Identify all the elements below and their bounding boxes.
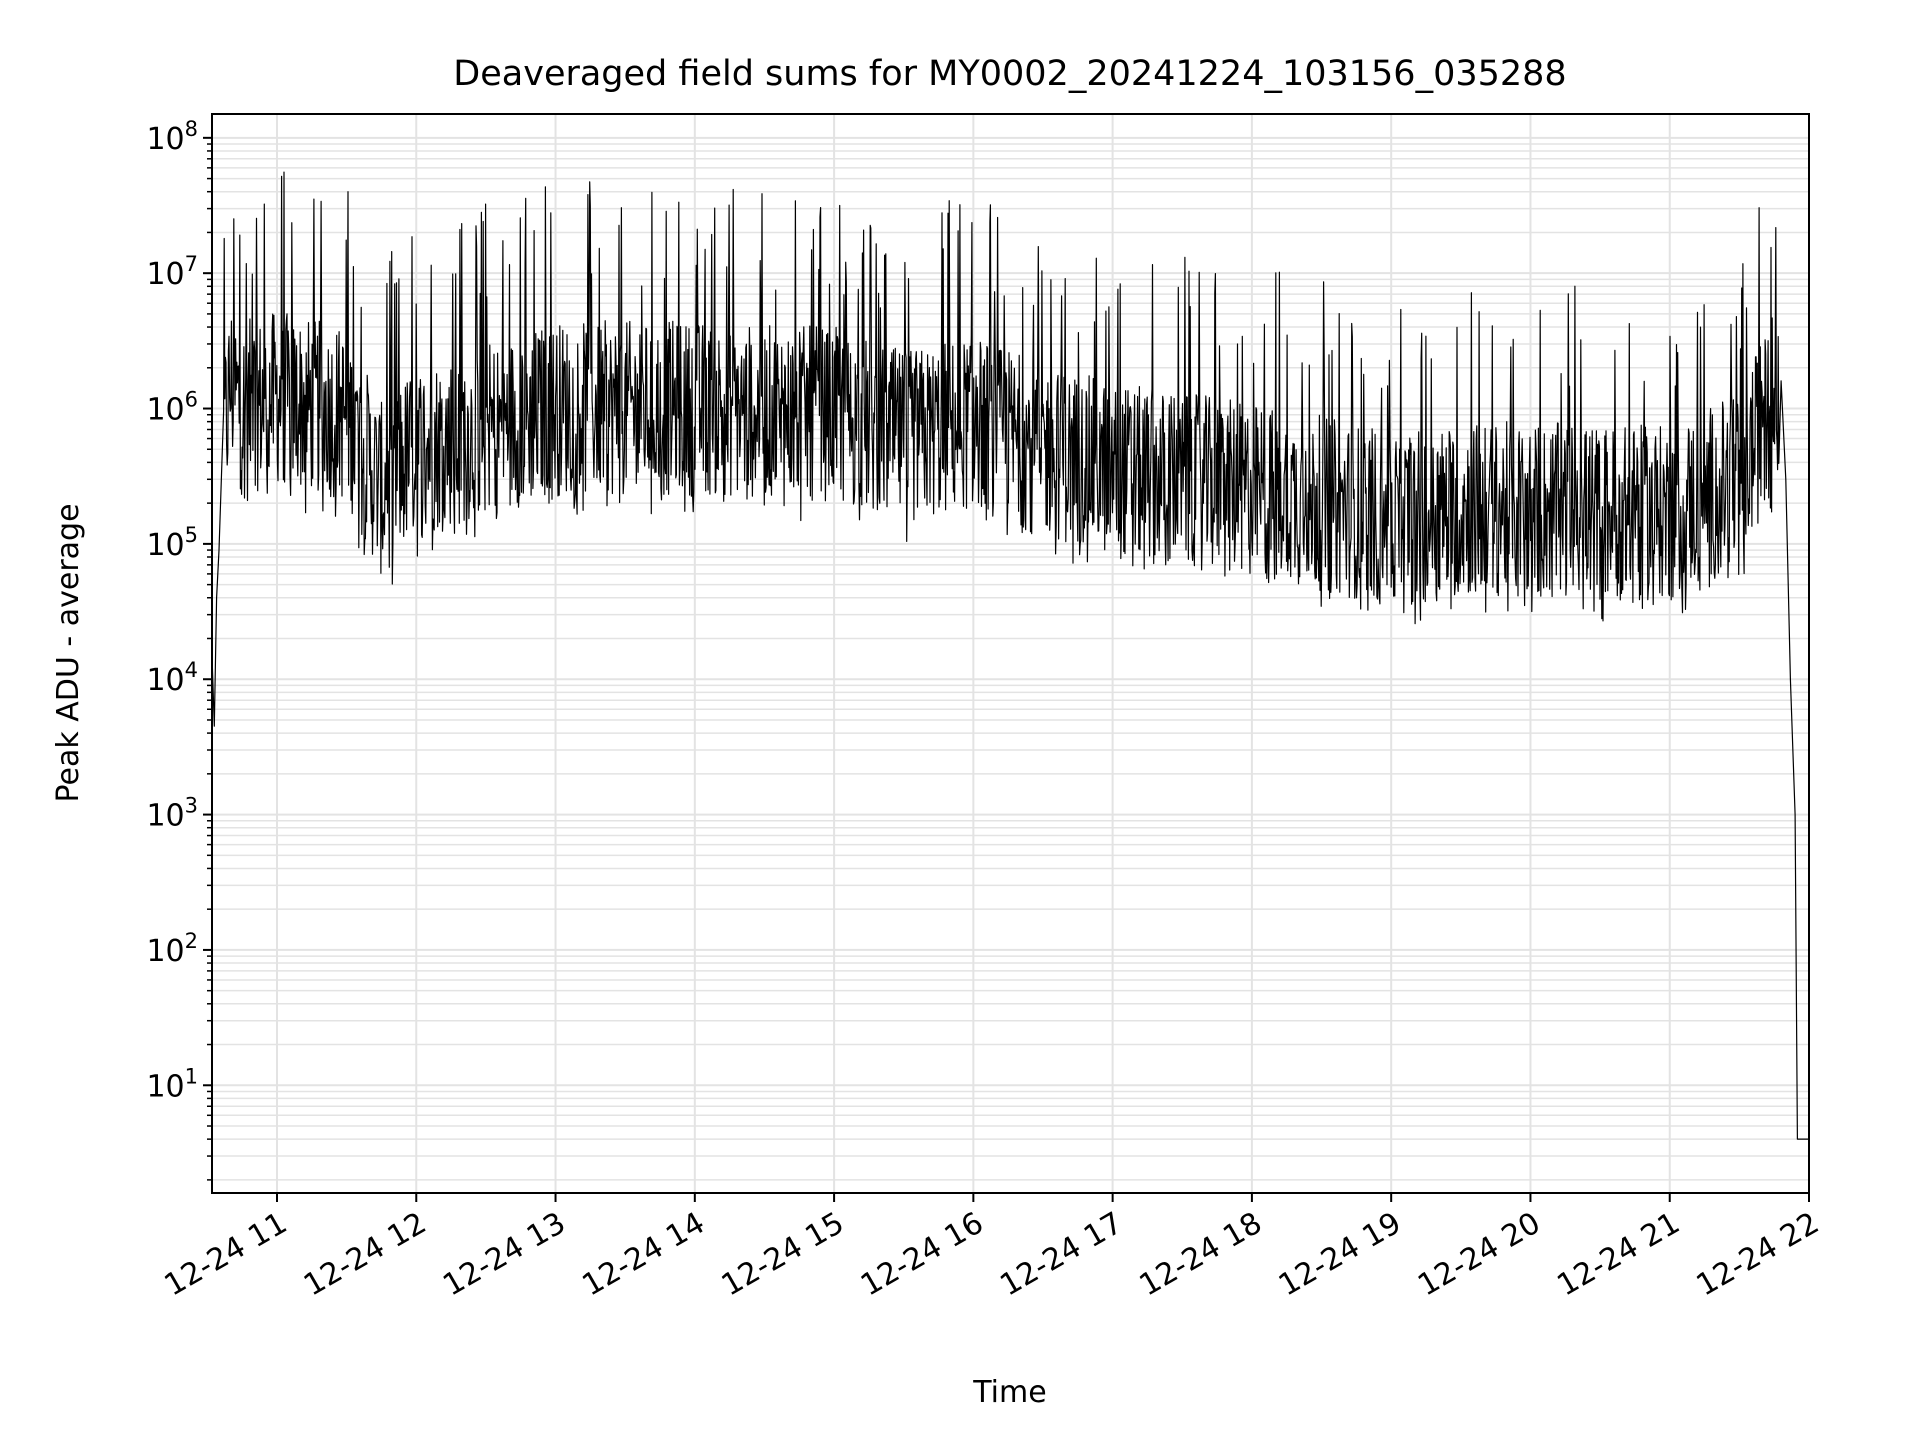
y-tick-label: 104	[146, 658, 198, 698]
y-tick-label: 101	[146, 1064, 198, 1104]
y-tick-label: 107	[146, 252, 198, 292]
x-axis-label: Time	[972, 1375, 1046, 1410]
y-tick-label: 105	[146, 523, 198, 563]
series-layer	[211, 171, 1809, 1140]
y-axis-label: Peak ADU - average	[51, 503, 86, 802]
y-tick-label: 103	[146, 794, 198, 834]
chart-title: Deaveraged field sums for MY0002_2024122…	[453, 54, 1566, 94]
y-axis: 101 102 103 104 105 106 107 108	[146, 117, 212, 1181]
y-tick-label: 102	[146, 929, 198, 969]
y-tick-label: 106	[146, 388, 198, 428]
y-tick-label: 108	[146, 117, 198, 157]
grid-layer	[212, 114, 1810, 1193]
series-line	[211, 171, 1809, 1140]
plot-frame	[211, 113, 1810, 1194]
